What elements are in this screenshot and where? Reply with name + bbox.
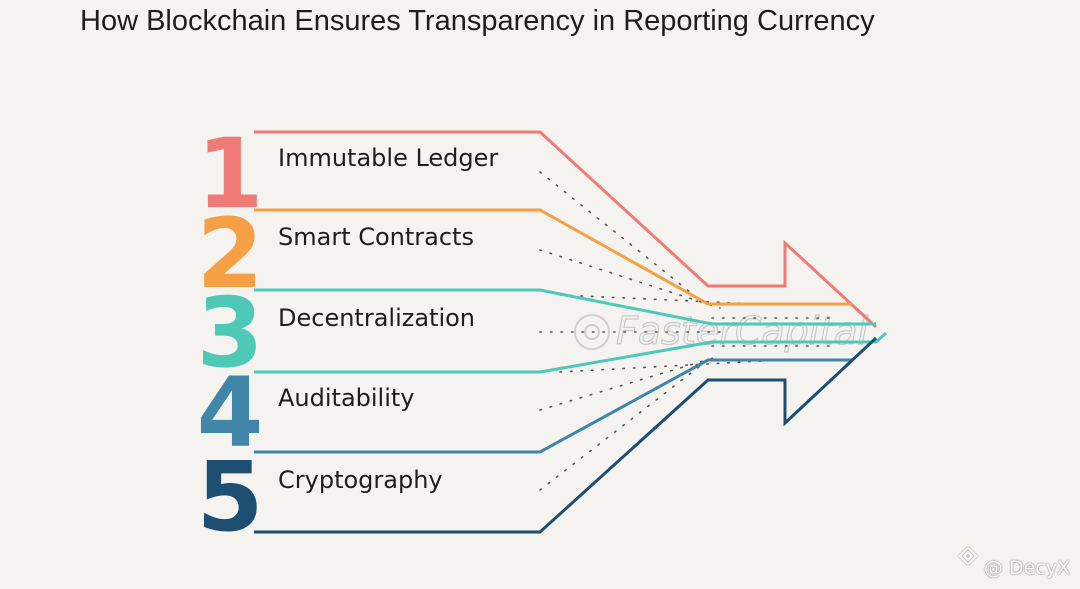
arrow-line-5 — [254, 336, 878, 534]
step-label-1: Immutable Ledger — [278, 144, 498, 172]
dotted-guide — [539, 171, 701, 301]
step-number-5: 5 — [197, 441, 264, 553]
step-number-2: 2 — [197, 198, 264, 310]
dotted-guides — [539, 171, 831, 491]
credit-watermark: @ DecyX — [983, 557, 1070, 579]
arrow-line-1 — [254, 130, 878, 329]
dotted-guide — [539, 249, 721, 309]
step-number-3: 3 — [197, 277, 264, 389]
decyx-logo-icon — [958, 546, 978, 566]
dotted-guide — [539, 355, 721, 411]
page-title: How Blockchain Ensures Transparency in R… — [80, 5, 875, 37]
gear-icon — [574, 314, 610, 350]
arrow-line-3a — [254, 288, 876, 326]
step-label-2: Smart Contracts — [278, 223, 474, 251]
arrow-line-4 — [254, 358, 852, 454]
step-number-1: 1 — [197, 118, 264, 230]
step-label-3: Decentralization — [278, 304, 475, 332]
step-label-4: Auditability — [278, 384, 415, 412]
dotted-guide — [539, 365, 701, 491]
watermark-text: FasterCapital — [616, 309, 869, 353]
watermark: FasterCapital — [574, 308, 869, 354]
step-label-5: Cryptography — [278, 466, 443, 494]
arrow-line-2 — [254, 208, 852, 306]
step-number-4: 4 — [197, 357, 264, 469]
arrow-line-3b — [254, 331, 888, 374]
